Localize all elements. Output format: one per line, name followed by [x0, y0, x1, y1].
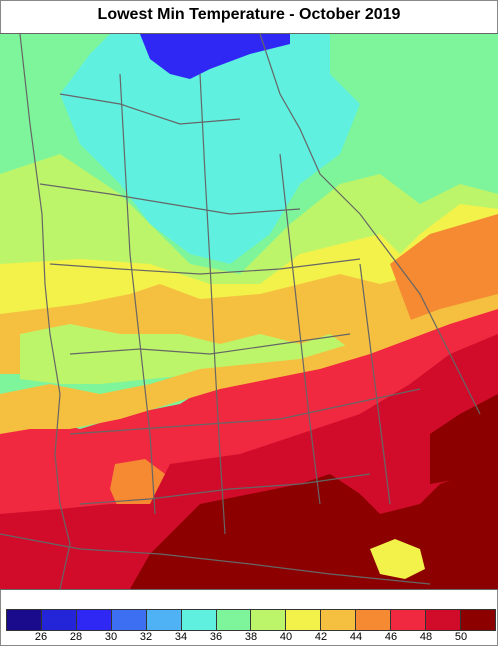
- south-state-line: [0, 533, 431, 585]
- map-title: Lowest Min Temperature - October 2019: [97, 6, 401, 23]
- legend-tick-label: 42: [314, 631, 328, 643]
- legend-swatch: [76, 610, 112, 630]
- legend-tick-label: 34: [174, 631, 188, 643]
- legend-tick-label: 30: [104, 631, 118, 643]
- county-line-2: [39, 183, 301, 215]
- legend-swatch: [41, 610, 77, 630]
- legend-tick-label: 26: [34, 631, 48, 643]
- county-line-v4: [359, 263, 391, 505]
- county-line-v1: [119, 73, 156, 515]
- zone-cold-north: [140, 34, 290, 79]
- map-canvas: [0, 34, 498, 589]
- legend-swatch: [460, 610, 495, 630]
- county-line-4: [69, 333, 351, 355]
- east-state-line: [259, 34, 481, 415]
- legend-swatch: [146, 610, 182, 630]
- county-line-v2: [199, 73, 226, 535]
- legend-swatch: [111, 610, 147, 630]
- zone-transition: [0, 294, 498, 434]
- county-line-3: [49, 258, 361, 275]
- zone-teal: [60, 34, 360, 264]
- county-line-1: [59, 93, 241, 125]
- legend-swatch: [216, 610, 252, 630]
- legend-tick-label: 32: [139, 631, 153, 643]
- legend-tick-label: 38: [244, 631, 258, 643]
- legend-swatch: [181, 610, 217, 630]
- legend-tick-label: 44: [349, 631, 363, 643]
- legend-swatch: [321, 610, 357, 630]
- legend-swatch: [251, 610, 287, 630]
- county-line-6: [79, 473, 371, 505]
- legend-tick-label: 46: [384, 631, 398, 643]
- legend-swatch: [356, 610, 392, 630]
- zone-maroon-coast: [430, 394, 498, 484]
- boundary-lines: [0, 34, 481, 589]
- legend-tick-label: 40: [279, 631, 293, 643]
- county-line-v3: [279, 153, 321, 505]
- legend-swatch: [391, 610, 427, 630]
- west-state-line: [19, 34, 71, 589]
- legend-tick-labels: 26 28 30 32 34 36 38 40 42 44 46 48 50: [6, 631, 496, 645]
- color-legend: [6, 609, 496, 631]
- legend-tick-label: 36: [209, 631, 223, 643]
- temperature-map: [0, 33, 498, 590]
- legend-swatch: [286, 610, 322, 630]
- legend-swatch: [7, 610, 42, 630]
- county-line-5: [69, 388, 421, 435]
- zone-coastal-pocket: [370, 539, 425, 579]
- legend-tick-label: 28: [69, 631, 83, 643]
- legend-tick-label: 50: [454, 631, 468, 643]
- legend-tick-label: 48: [419, 631, 433, 643]
- legend-swatch: [426, 610, 461, 630]
